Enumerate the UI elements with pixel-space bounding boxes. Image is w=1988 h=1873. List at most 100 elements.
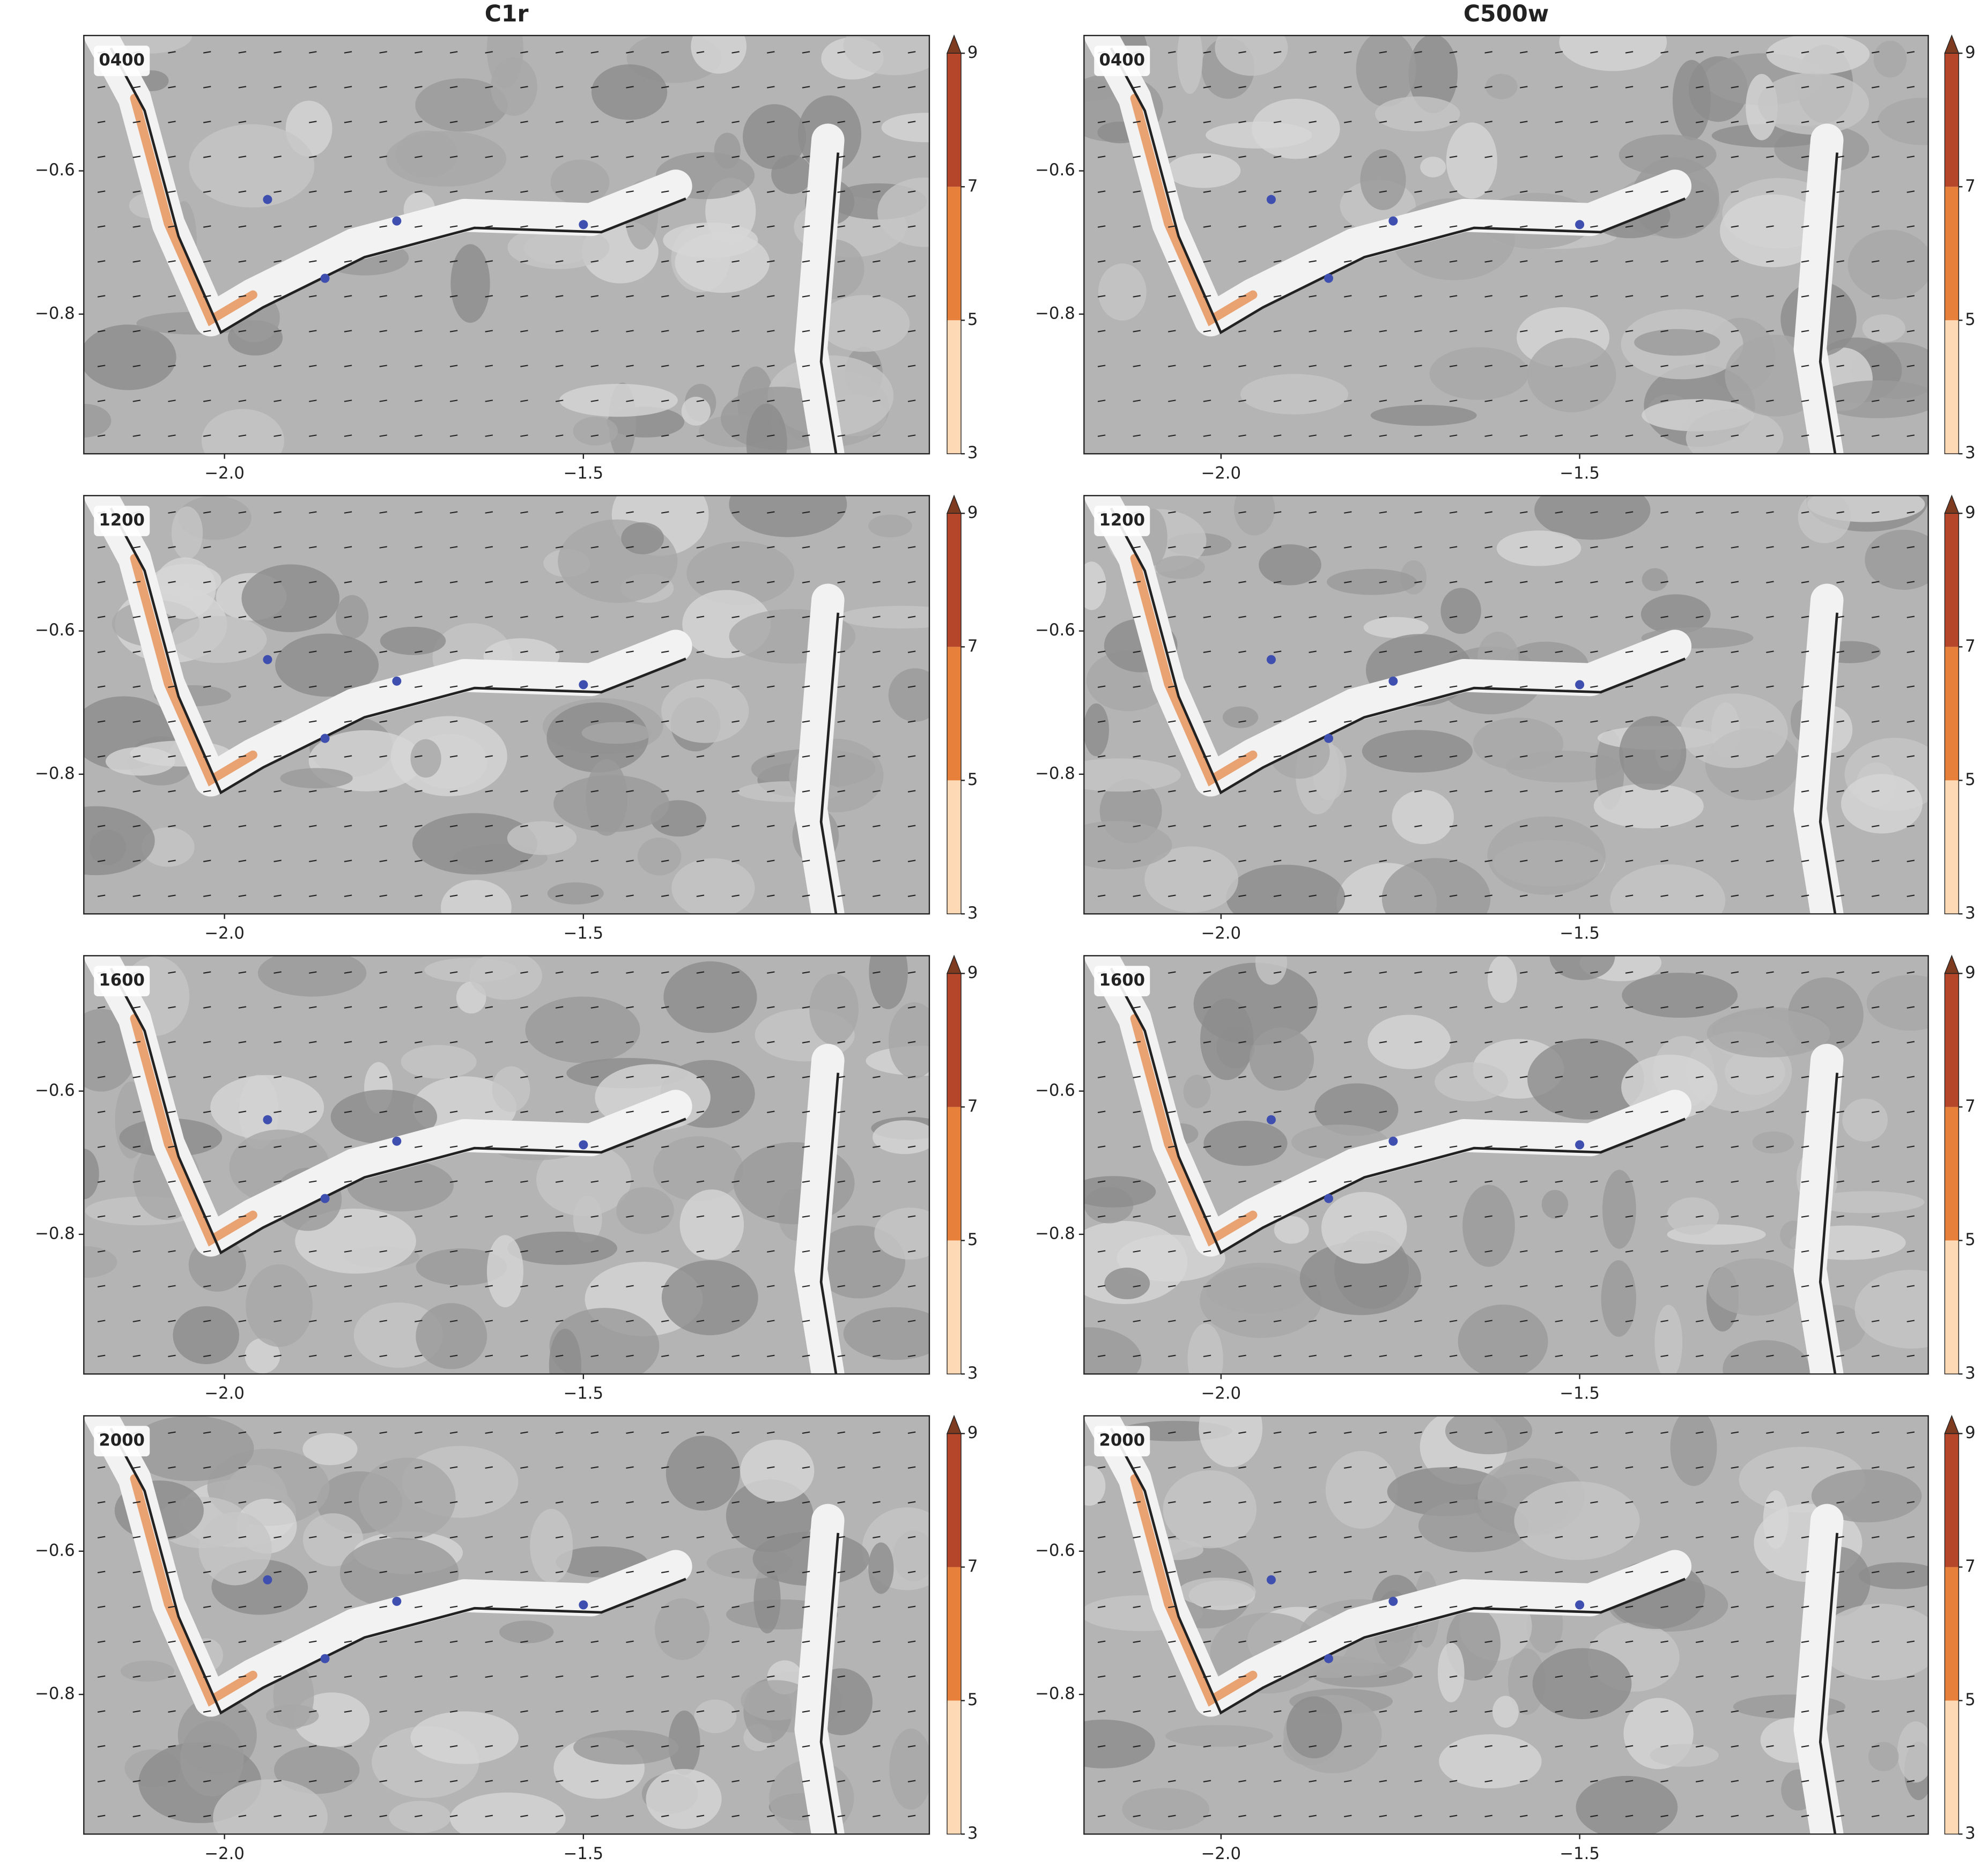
wind-arrow (238, 1536, 247, 1538)
wind-arrow (802, 1710, 810, 1713)
wind-arrow (379, 1250, 387, 1253)
terrain-shade (1233, 495, 1275, 536)
x-tick-label: −2.0 (1201, 924, 1241, 943)
wind-arrow (767, 225, 775, 228)
wind-arrow (203, 790, 211, 793)
wind-arrow (1203, 1111, 1211, 1113)
wind-arrow (1766, 894, 1774, 897)
wind-arrow (97, 1501, 106, 1504)
wind-arrow (767, 434, 775, 437)
wind-arrow (203, 1250, 211, 1253)
y-tick-label: −0.6 (35, 1080, 75, 1100)
wind-arrow (661, 971, 669, 974)
wind-arrow (1379, 860, 1387, 862)
terrain-shade (1418, 1499, 1529, 1552)
terrain-shade (84, 1149, 99, 1200)
wind-arrow (309, 51, 317, 54)
wind-arrow (767, 720, 775, 723)
wind-arrow (1203, 1320, 1211, 1322)
wind-arrow (449, 434, 458, 437)
wind-arrow (379, 685, 387, 688)
wind-arrow (1203, 1640, 1211, 1643)
wind-arrow (274, 1815, 282, 1817)
wind-arrow (415, 1285, 423, 1287)
wind-arrow (767, 894, 775, 897)
wind-arrow (203, 121, 211, 123)
wind-arrow (1379, 86, 1387, 88)
terrain-shade (1368, 1015, 1451, 1069)
wind-arrow (1133, 1536, 1141, 1538)
wind-arrow (1801, 295, 1809, 298)
terrain-shade (1458, 1304, 1548, 1374)
wind-arrow (590, 295, 599, 298)
wind-arrow (1871, 790, 1880, 793)
map-layer (1084, 35, 1928, 454)
wind-arrow (1203, 1780, 1211, 1782)
wind-arrow (168, 1780, 176, 1782)
wind-arrow (379, 1640, 387, 1643)
wind-arrow (1731, 434, 1739, 437)
wind-arrow (1449, 1466, 1458, 1469)
wind-arrow (449, 399, 458, 402)
wind-arrow (1484, 1605, 1492, 1608)
wind-arrow (1203, 685, 1211, 688)
wind-arrow (1836, 1180, 1844, 1183)
wind-arrow (1695, 1285, 1704, 1287)
wind-arrow (873, 365, 881, 367)
wind-arrow (1133, 1180, 1141, 1183)
wind-arrow (1273, 894, 1282, 897)
wind-arrow (1731, 790, 1739, 793)
wind-arrow (555, 1320, 564, 1322)
wind-arrow (238, 1076, 247, 1078)
colorbar-tick-label: 5 (967, 1230, 978, 1249)
wind-arrow (1520, 86, 1528, 88)
wind-arrow (1414, 225, 1422, 228)
wind-arrow (767, 1571, 775, 1573)
wind-arrow (168, 1250, 176, 1253)
wind-arrow (1133, 1710, 1141, 1713)
wind-arrow (767, 790, 775, 793)
terrain-shade (415, 78, 508, 132)
wind-arrow (520, 1041, 528, 1043)
colorbar-tick-label: 3 (1965, 904, 1976, 923)
wind-arrow (907, 51, 916, 54)
wind-arrow (1097, 190, 1106, 193)
wind-arrow (1273, 650, 1282, 653)
wind-arrow (1731, 1250, 1739, 1253)
wind-arrow (1203, 295, 1211, 298)
wind-arrow (1660, 971, 1668, 974)
wind-arrow (1520, 1111, 1528, 1113)
wind-arrow (485, 365, 493, 367)
wind-arrow (1168, 825, 1176, 827)
wind-arrow (837, 1745, 845, 1748)
terrain-shade (550, 159, 610, 205)
terrain-shade (486, 1235, 523, 1308)
wind-arrow (1344, 1431, 1352, 1434)
terrain-shade (1492, 1696, 1519, 1728)
wind-arrow (1309, 546, 1317, 549)
colorbar-tick-label: 5 (967, 1690, 978, 1709)
wind-arrow (485, 1320, 493, 1322)
wind-arrow (97, 616, 106, 618)
wind-arrow (1695, 581, 1704, 583)
wind-arrow (1520, 1640, 1528, 1643)
terrain-shade (1602, 1169, 1636, 1249)
wind-arrow (1731, 51, 1739, 54)
wind-arrow (696, 399, 705, 402)
wind-arrow (1309, 1250, 1317, 1253)
wind-arrow (1449, 399, 1458, 402)
wind-arrow (1801, 1320, 1809, 1322)
wind-arrow (907, 190, 916, 193)
wind-arrow (1520, 121, 1528, 123)
wind-arrow (1238, 1815, 1246, 1817)
wind-arrow (344, 581, 352, 583)
wind-arrow (203, 860, 211, 862)
colorbar-segment (947, 1240, 962, 1374)
wind-arrow (1168, 1111, 1176, 1113)
wind-arrow (802, 894, 810, 897)
wind-arrow (1555, 399, 1563, 402)
wind-arrow (907, 1250, 916, 1253)
wind-arrow (203, 1466, 211, 1469)
